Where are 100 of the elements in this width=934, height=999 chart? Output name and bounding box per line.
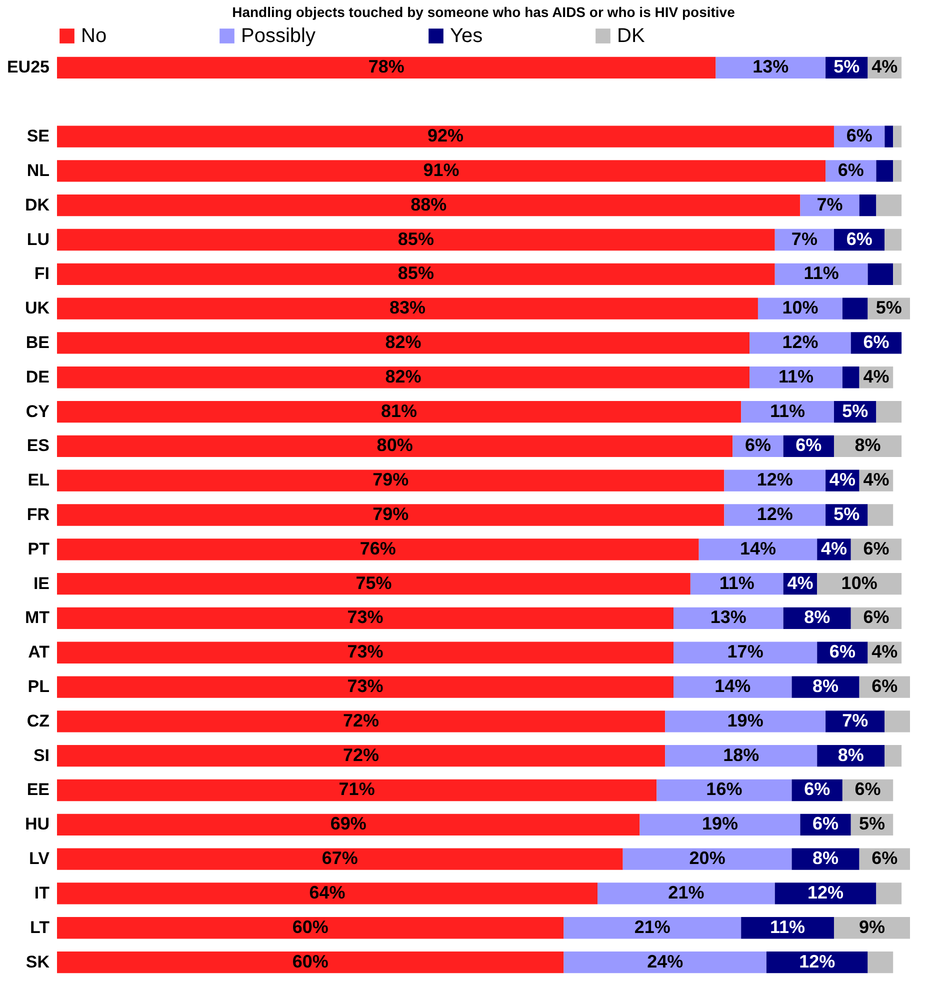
- data-label: 82%: [385, 366, 422, 386]
- data-label: 76%: [360, 538, 396, 558]
- bar: [57, 332, 750, 354]
- bar: [57, 504, 724, 526]
- data-label: 5%: [834, 504, 860, 524]
- data-label: 85%: [398, 228, 434, 249]
- data-label: 6%: [744, 435, 771, 456]
- data-label: 18%: [723, 744, 760, 765]
- data-label: 92%: [427, 126, 464, 146]
- data-label: 73%: [347, 642, 384, 662]
- chart-title: Handling objects touched by someone who has AIDS or who is HIV positive: [232, 4, 736, 20]
- bar: [698, 538, 818, 560]
- data-label: 12%: [808, 882, 844, 902]
- data-label: 10%: [841, 572, 878, 593]
- bar: [656, 779, 792, 802]
- y-tick-label: ES: [26, 436, 50, 456]
- y-tick-label: LT: [30, 918, 50, 937]
- data-label: 85%: [398, 263, 434, 284]
- data-label: 11%: [778, 366, 814, 386]
- data-label: 6%: [854, 779, 881, 800]
- legend-label: Possibly: [241, 25, 316, 47]
- data-label: 14%: [740, 538, 776, 558]
- data-label: 13%: [710, 607, 746, 628]
- bar: [598, 882, 775, 904]
- bar: [876, 400, 902, 423]
- data-label: 6%: [872, 848, 898, 868]
- data-label: 7%: [842, 710, 868, 730]
- bar: [564, 917, 742, 939]
- data-label: 12%: [799, 951, 836, 972]
- data-label: 4%: [863, 470, 890, 490]
- data-label: 24%: [647, 951, 684, 972]
- y-tick-label: DE: [26, 367, 50, 386]
- bar: [57, 745, 666, 767]
- data-label: 9%: [858, 916, 886, 937]
- legend-label: Yes: [450, 25, 483, 47]
- data-label: 73%: [347, 607, 384, 628]
- y-tick-label: HU: [24, 814, 50, 834]
- bar: [57, 56, 716, 79]
- bar: [868, 263, 894, 285]
- bar: [884, 710, 910, 732]
- data-label: 73%: [347, 676, 384, 696]
- data-label: 6%: [872, 676, 898, 696]
- data-label: 11%: [719, 572, 754, 593]
- legend-label: No: [81, 25, 107, 47]
- bar: [868, 504, 894, 526]
- bar: [893, 160, 902, 182]
- bar: [57, 848, 623, 870]
- data-label: 88%: [410, 194, 447, 214]
- data-label: 12%: [782, 332, 818, 352]
- y-tick-label: FI: [34, 264, 50, 284]
- y-tick-label: SE: [26, 126, 50, 146]
- data-label: 72%: [343, 710, 380, 730]
- data-label: 17%: [727, 642, 764, 662]
- bar: [57, 263, 775, 285]
- data-label: 5%: [858, 814, 886, 834]
- bar: [57, 298, 758, 320]
- y-tick-label: BE: [26, 332, 50, 352]
- bar: [842, 298, 868, 320]
- data-label: 8%: [804, 607, 830, 628]
- data-label: 5%: [842, 400, 868, 421]
- data-label: 82%: [385, 332, 422, 352]
- data-label: 14%: [714, 676, 751, 696]
- bar: [57, 366, 750, 388]
- y-tick-label: PT: [28, 539, 50, 558]
- bar: [57, 572, 690, 595]
- bar: [57, 194, 800, 216]
- data-label: 4%: [787, 572, 814, 593]
- data-label: 69%: [330, 814, 366, 834]
- data-label: 6%: [863, 607, 890, 628]
- bar: [57, 642, 674, 664]
- bar: [859, 194, 876, 216]
- bar: [564, 951, 766, 974]
- bar: [884, 126, 894, 148]
- data-label: 7%: [791, 228, 818, 249]
- data-label: 4%: [863, 366, 890, 386]
- y-tick-label: MT: [24, 608, 50, 628]
- data-label: 8%: [854, 435, 881, 456]
- data-label: 6%: [846, 126, 872, 146]
- y-tick-label: EL: [28, 470, 50, 490]
- bar: [876, 194, 902, 216]
- y-tick-label: EE: [26, 780, 50, 800]
- bar: [57, 710, 666, 732]
- data-label: 67%: [322, 848, 358, 868]
- data-label: 12%: [756, 470, 793, 490]
- data-label: 64%: [309, 882, 346, 902]
- y-tick-label: IE: [33, 574, 50, 593]
- bar: [868, 951, 894, 974]
- data-label: 78%: [368, 56, 404, 77]
- data-label: 6%: [812, 814, 839, 834]
- bar: [57, 607, 674, 630]
- bar: [622, 848, 792, 870]
- data-label: 80%: [376, 435, 413, 456]
- bar: [665, 745, 818, 767]
- y-tick-label: LV: [29, 849, 50, 868]
- data-label: 19%: [702, 814, 738, 834]
- bar: [57, 538, 699, 560]
- data-label: 6%: [829, 642, 856, 662]
- bar: [665, 710, 826, 732]
- data-label: 4%: [829, 470, 856, 490]
- y-tick-label: CZ: [26, 711, 50, 730]
